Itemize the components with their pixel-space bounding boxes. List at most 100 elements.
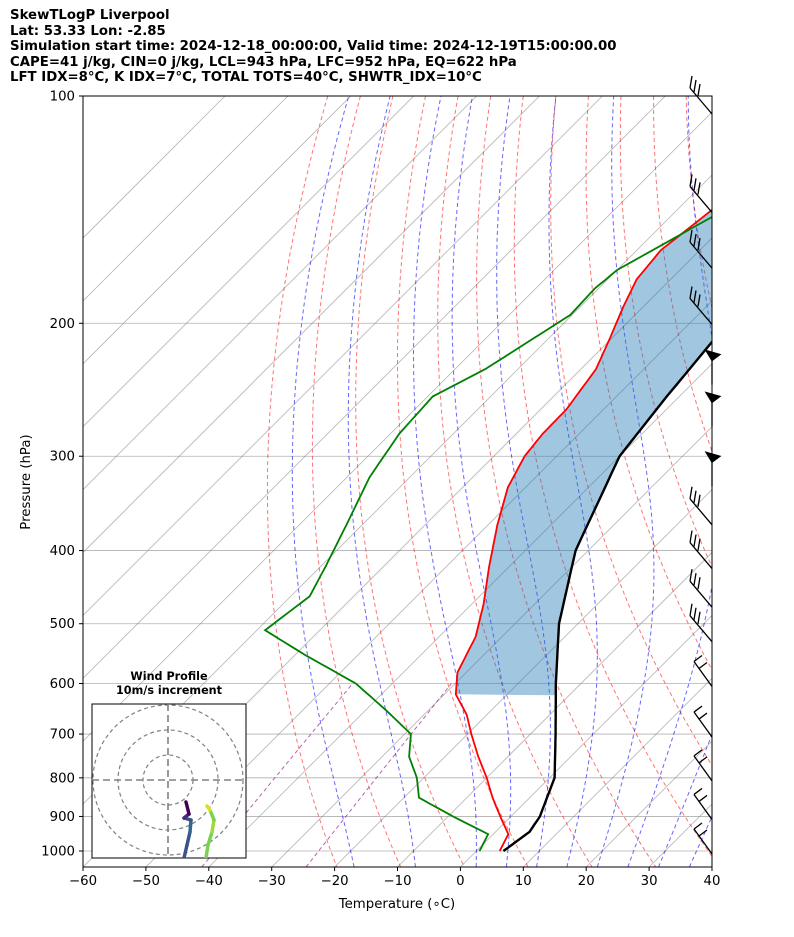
isotherm-line [83,96,666,679]
wind-barb [689,286,713,325]
y-tick-label: 200 [50,317,75,332]
adiabats-and-isopleths [201,96,794,867]
x-tick-label: −50 [132,874,160,889]
x-tick-label: 10 [515,874,532,889]
y-tick-label: 800 [50,771,75,786]
dewpoint-profile [263,215,712,852]
wind-barb [704,451,722,487]
isotherm-line [83,96,540,554]
isotherm-line [83,96,352,365]
x-tick-label: 0 [456,874,464,889]
moist-adiabat [347,96,416,867]
wind-barb [689,230,713,269]
moist-adiabat [548,96,598,867]
wind-barb [693,654,713,687]
axis-ticks: −60 −50 −40 −30 −20 −10 0 10 20 30 40 100 200 300 400 5… [41,90,720,890]
wind-barb [693,822,713,855]
cape-shading [455,209,712,696]
dry-adiabat [719,96,794,867]
hodograph-segment [188,818,193,834]
hodograph-segment [210,818,216,834]
isotherm-line [397,551,712,867]
hodograph-segment [205,804,212,812]
x-tick-label: −20 [321,874,349,889]
dry-adiabat [585,96,712,671]
hodograph-segment [182,843,189,858]
title-location: Lat: 53.33 Lon: -2.85 [10,23,166,39]
hodograph-segment [206,830,214,847]
y-tick-label: 700 [50,728,75,743]
isotherm-line [648,803,712,867]
title-times: Simulation start time: 2024-12-18_00:00:… [10,39,617,54]
y-tick-label: 900 [50,810,75,825]
cape-area [455,209,712,696]
dry-adiabat [266,96,338,867]
dry-adiabat [619,96,712,569]
dry-adiabat [653,96,712,453]
x-tick-label: 20 [578,874,595,889]
wind-profile-title-line2: 10m/s increment [116,684,222,697]
wind-barb [689,174,713,213]
wind-barb [689,569,713,608]
wind-barb [693,705,713,738]
isotherm-line [208,363,712,867]
wind-barb [704,349,722,385]
isotherm-line [523,677,712,867]
x-tick-label: −60 [69,874,97,889]
wind-barb [689,603,713,643]
moist-adiabat [688,815,712,867]
wind-profile-title: Wind Profile 10m/s increment [92,670,246,698]
moist-adiabat [596,96,655,867]
y-tick-label: 500 [50,617,75,632]
isotherm-line [83,96,477,491]
isotherm-line [83,111,712,742]
y-axis-label: Pressure (hPa) [19,434,34,529]
isotherm-line [334,489,712,867]
dry-adiabat [784,96,794,867]
isotherm-line [145,300,712,867]
wind-barb [693,749,713,782]
hodograph-segment [208,808,216,822]
moist-adiabat [451,96,512,867]
y-tick-label: 100 [50,90,75,105]
hodograph-segment [185,830,192,847]
x-tick-label: 30 [641,874,658,889]
x-tick-label: 40 [704,874,721,889]
wind-barb [689,486,713,526]
moist-adiabat [291,96,355,867]
title-indices-2: LFT IDX=8°C, K IDX=7°C, TOTAL TOTS=40°C,… [10,70,482,85]
isotherm-line [271,426,712,867]
wind-barbs [689,75,722,855]
isotherm-line [711,866,712,867]
x-tick-label: −30 [258,874,286,889]
isotherm-line [83,96,603,616]
temperature-profile [454,208,712,852]
hodograph-segment [184,800,191,816]
moist-adiabat [658,732,712,867]
dry-adiabat [437,96,593,867]
wind-barb [693,787,713,820]
isotherm-line [585,740,712,867]
dry-adiabat [751,96,794,867]
isotherm-line [460,614,712,867]
parcel-profile [502,340,712,852]
moist-adiabat [412,96,477,867]
y-tick-label: 400 [50,544,75,559]
wind-barb [704,391,722,427]
sounding-profiles [263,208,712,852]
mixing-ratio-line [305,683,452,867]
dry-adiabat [550,96,712,767]
x-tick-label: −10 [383,874,411,889]
dry-adiabat [397,96,529,867]
x-tick-label: −40 [195,874,223,889]
y-tick-label: 1000 [41,845,75,860]
chart-title: SkewTLogP Liverpool Lat: 53.33 Lon: -2.8… [10,8,617,86]
wind-profile-title-line1: Wind Profile [130,670,208,683]
x-axis-label: Temperature (∘C) [338,897,455,912]
isotherm-line [83,96,289,302]
title-indices-1: CAPE=41 j/kg, CIN=0 j/kg, LCL=943 hPa, L… [10,54,517,70]
dry-adiabat [513,96,712,858]
moist-adiabat [720,96,794,867]
y-tick-label: 300 [50,450,75,465]
